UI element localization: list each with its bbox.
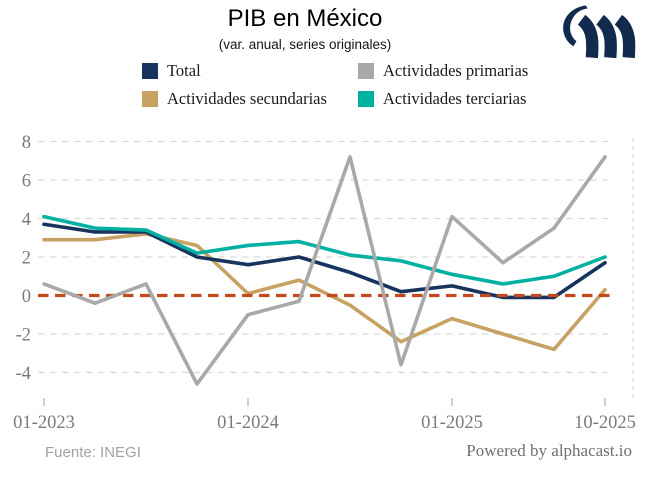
y-tick-label-2: 2 [22, 249, 31, 269]
legend-label-total: Total [167, 61, 201, 80]
logo-leg-3 [614, 14, 636, 59]
legend-swatch-terciarias [358, 90, 374, 107]
legend-item-secundarias: Actividades secundarias [142, 90, 358, 107]
y-tick-label-4: 4 [22, 210, 31, 230]
alphacast-logo [563, 5, 636, 59]
y-tick-label-0: 0 [22, 287, 31, 307]
series-line-actividades-terciarias [42, 214, 607, 286]
y-tick-label--2: -2 [16, 326, 31, 346]
legend-label-secundarias: Actividades secundarias [167, 89, 327, 108]
y-tick-label-6: 6 [22, 172, 31, 192]
series-line-actividades-primarias [42, 155, 607, 386]
legend-swatch-primarias [358, 62, 374, 79]
legend-item-total: Total [142, 62, 358, 79]
series-line-actividades-secundarias [42, 232, 607, 352]
x-tick-label-01-2025: 01-2025 [421, 413, 483, 433]
source-note: Fuente: INEGI [45, 444, 141, 461]
x-tick-label-10-2025: 10-2025 [574, 413, 636, 433]
x-tick-label-01-2024: 01-2024 [217, 413, 279, 433]
x-tick-label-01-2023: 01-2023 [13, 413, 75, 433]
logo-leg-2 [595, 14, 617, 59]
y-tick-label-8: 8 [22, 133, 31, 153]
legend-item-primarias: Actividades primarias [358, 62, 528, 79]
page-title: PIB en México [227, 5, 383, 32]
powered-by-link[interactable]: Powered by alphacast.io [466, 441, 632, 460]
page-subtitle: (var. anual, series originales) [218, 37, 392, 52]
logo-comma-stroke [563, 5, 588, 47]
logo-leg-1 [577, 14, 599, 59]
legend-label-terciarias: Actividades terciarias [383, 89, 527, 108]
series-line-total [42, 222, 607, 300]
legend-swatch-secundarias [142, 90, 158, 107]
legend-item-terciarias: Actividades terciarias [358, 90, 528, 107]
legend-swatch-total [142, 62, 158, 79]
legend: Total Actividades primarias Actividades … [142, 62, 528, 107]
y-tick-label--4: -4 [16, 364, 31, 384]
legend-label-primarias: Actividades primarias [383, 61, 529, 80]
